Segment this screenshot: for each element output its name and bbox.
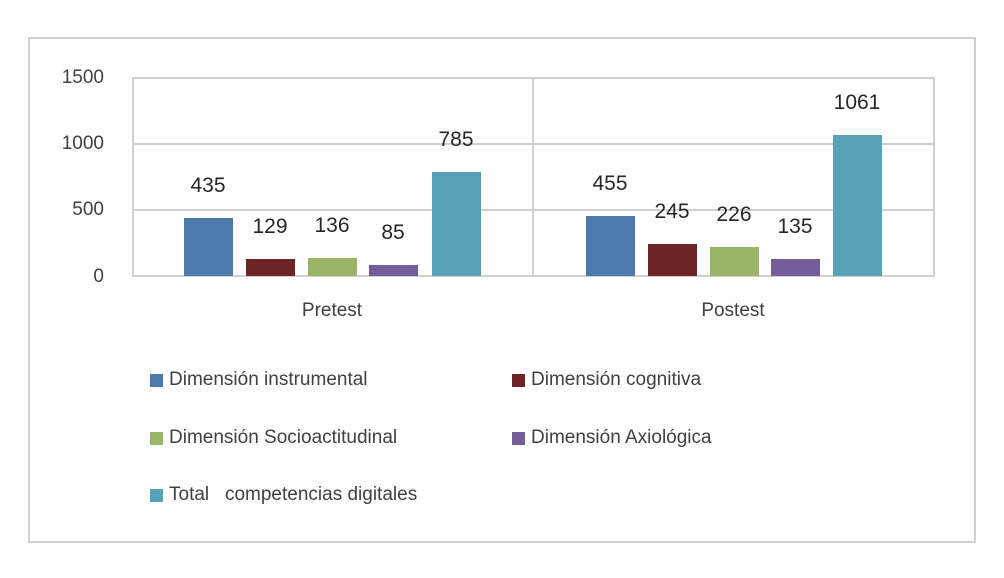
legend-label-instrumental: Dimensión instrumental	[169, 369, 368, 390]
bar-pretest-instrumental	[184, 218, 233, 276]
legend-label-cognitiva: Dimensión cognitiva	[531, 369, 702, 390]
legend-swatch-cognitiva	[512, 373, 525, 387]
label-postest-socioactitudinal: 226	[716, 203, 752, 226]
legend-label-total: Total competencias digitales	[169, 484, 418, 505]
legend-item-socioactitudinal: Dimensión Socioactitudinal	[150, 426, 397, 450]
bar-pretest-cognitiva	[246, 259, 295, 276]
label-postest-cognitiva: 245	[654, 200, 690, 223]
x-label-pretest: Pretest	[301, 300, 363, 321]
x-label-postest: Postest	[701, 300, 765, 321]
bar-postest-socioactitudinal	[710, 247, 759, 276]
legend-item-cognitiva: Dimensión cognitiva	[512, 368, 701, 392]
legend-item-axiologica: Dimensión Axiológica	[512, 426, 712, 450]
label-pretest-instrumental: 435	[190, 174, 226, 197]
legend-item-total: Total competencias digitales	[150, 483, 417, 507]
label-pretest-axiologica: 85	[381, 221, 405, 244]
legend-label-socioactitudinal: Dimensión Socioactitudinal	[169, 427, 398, 448]
bar-postest-total	[833, 135, 882, 276]
y-tick-0: 0	[93, 266, 104, 287]
label-pretest-socioactitudinal: 136	[314, 214, 350, 237]
legend-label-axiologica: Dimensión Axiológica	[531, 427, 712, 448]
chart-frame	[28, 37, 976, 543]
y-tick-1000: 1000	[61, 133, 104, 154]
label-postest-total: 1061	[833, 91, 881, 114]
label-pretest-cognitiva: 129	[252, 215, 288, 238]
bar-postest-axiologica	[771, 259, 820, 276]
bar-pretest-socioactitudinal	[308, 258, 357, 276]
bar-postest-instrumental	[586, 216, 635, 276]
legend-swatch-instrumental	[150, 373, 163, 387]
bar-postest-cognitiva	[648, 244, 697, 276]
category-divider	[532, 77, 534, 277]
bar-pretest-total	[432, 172, 481, 276]
y-tick-1500: 1500	[61, 67, 104, 88]
label-pretest-total: 785	[438, 128, 474, 151]
legend-swatch-total	[150, 488, 163, 502]
legend-item-instrumental: Dimensión instrumental	[150, 368, 368, 392]
bar-pretest-axiologica	[369, 265, 418, 276]
legend-swatch-socioactitudinal	[150, 431, 163, 445]
y-tick-500: 500	[72, 199, 104, 220]
legend-swatch-axiologica	[512, 431, 525, 445]
label-postest-instrumental: 455	[592, 172, 628, 195]
label-postest-axiologica: 135	[777, 215, 813, 238]
